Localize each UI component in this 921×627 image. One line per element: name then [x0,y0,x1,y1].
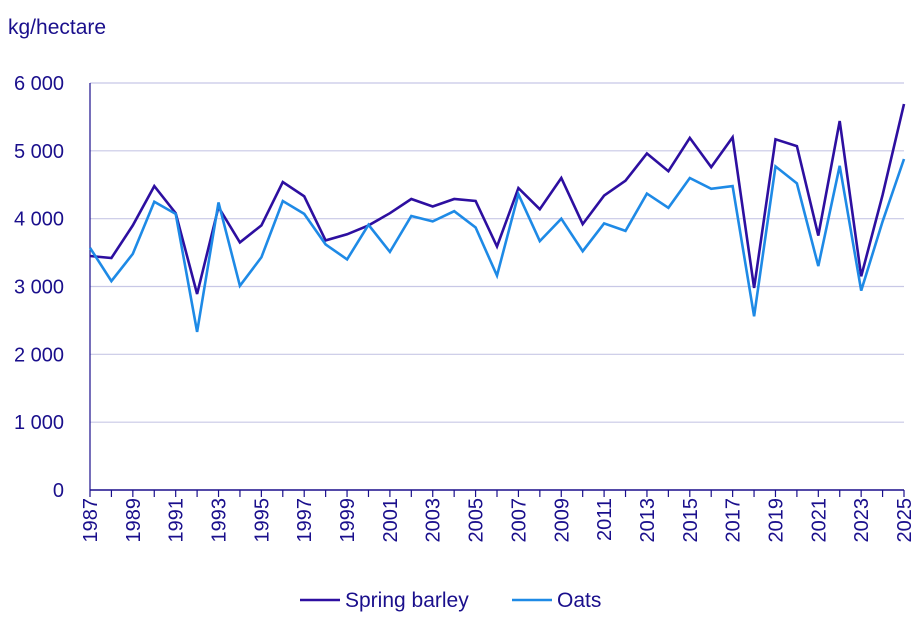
grid-lines [90,82,904,423]
x-tick-label: 1989 [123,498,145,543]
y-tick-label: 4 000 [14,209,64,231]
series-lines [88,103,906,333]
x-tick-label: 2019 [765,498,787,543]
y-tick-label: 2 000 [14,344,64,366]
x-tick-label: 2021 [808,498,830,543]
x-tick-label: 2005 [466,498,488,543]
x-tick-label: 1997 [294,498,316,543]
y-tick-label: 3 000 [14,277,64,299]
x-tick-label: 2009 [551,498,573,543]
x-tick-label: 1999 [337,498,359,543]
series-line-oats [88,158,906,333]
y-tick-label: 0 [53,480,64,502]
y-tick-label: 6 000 [14,73,64,95]
x-tick-label: 1995 [251,498,273,543]
legend-label-oats: Oats [557,589,601,612]
x-tick-label: 2017 [723,498,745,543]
x-tick-label: 2007 [508,498,530,543]
x-tick-label: 2011 [594,498,616,541]
x-tick-label: 1987 [80,498,102,543]
x-tick-label: 2003 [423,498,445,543]
x-tick-label: 1991 [166,498,188,543]
legend-label-spring-barley: Spring barley [345,589,469,612]
x-tick-label: 2001 [380,498,402,543]
x-tick-label: 2023 [851,498,873,543]
y-axis-unit-label: kg/hectare [8,16,106,39]
y-tick-label: 5 000 [14,141,64,163]
x-tick-label: 1993 [209,498,231,543]
x-tick-label: 2025 [894,498,916,543]
x-tick-label: 2015 [680,498,702,543]
legend: Spring barley Oats [300,589,601,612]
series-line-spring-barley [89,103,906,295]
y-tick-label: 1 000 [14,412,64,434]
y-axis-ticks: 0 1 000 2 000 3 000 4 000 5 000 6 000 [14,73,64,502]
x-tick-label: 2013 [637,498,659,543]
x-axis: 1987 1989 1991 1993 1995 1997 1999 2001 2003 2005… [80,83,916,543]
